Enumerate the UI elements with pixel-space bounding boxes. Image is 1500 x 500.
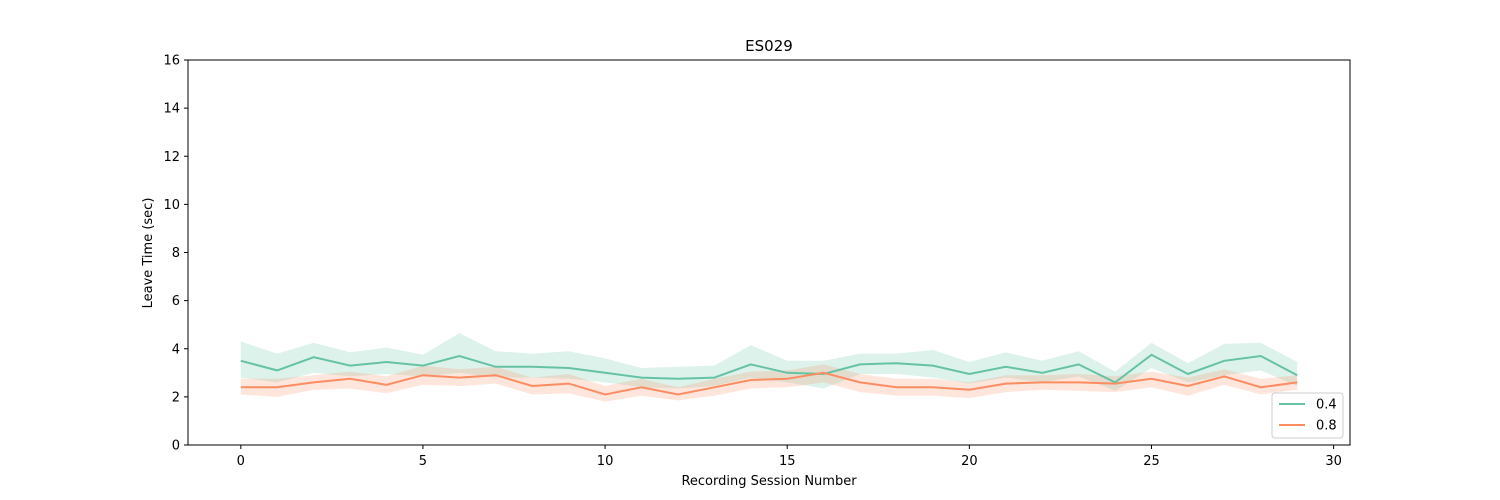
confidence-band-0.8 [240,364,1298,402]
legend: 0.40.8 [1271,392,1344,439]
series-line-0.4 [240,353,1298,384]
chart-title: ES029 [745,37,793,55]
x-tick-label: 0 [237,454,245,469]
confidence-band-0.4 [240,333,1298,391]
y-tick-label: 8 [172,246,180,261]
y-tick-label: 16 [163,54,180,69]
y-tick-label: 14 [163,102,180,117]
x-axis-label: Recording Session Number [681,474,857,489]
y-tick-label: 0 [172,439,180,454]
series-line-0.8 [240,371,1298,396]
x-tick-label: 20 [961,454,978,469]
confidence-bands [240,333,1298,402]
plot-frame [187,59,1351,446]
y-tick-label: 4 [172,342,180,357]
x-tick-label: 25 [1143,454,1160,469]
series-lines [240,353,1298,396]
y-tick-label: 10 [163,198,180,213]
y-axis-label: Leave Time (sec) [141,198,156,309]
x-tick-label: 30 [1325,454,1342,469]
legend-label-0.8: 0.8 [1316,419,1337,434]
legend-label-0.4: 0.4 [1316,398,1337,413]
y-tick-label: 6 [172,294,180,309]
x-axis: 0 5 10 15 20 25 30 [237,445,1342,469]
y-axis: 0 2 4 6 8 10 12 14 16 [163,54,188,454]
y-tick-label: 12 [163,150,180,165]
x-tick-label: 10 [597,454,614,469]
y-tick-label: 2 [172,390,180,405]
x-tick-label: 15 [779,454,796,469]
x-tick-label: 5 [419,454,427,469]
